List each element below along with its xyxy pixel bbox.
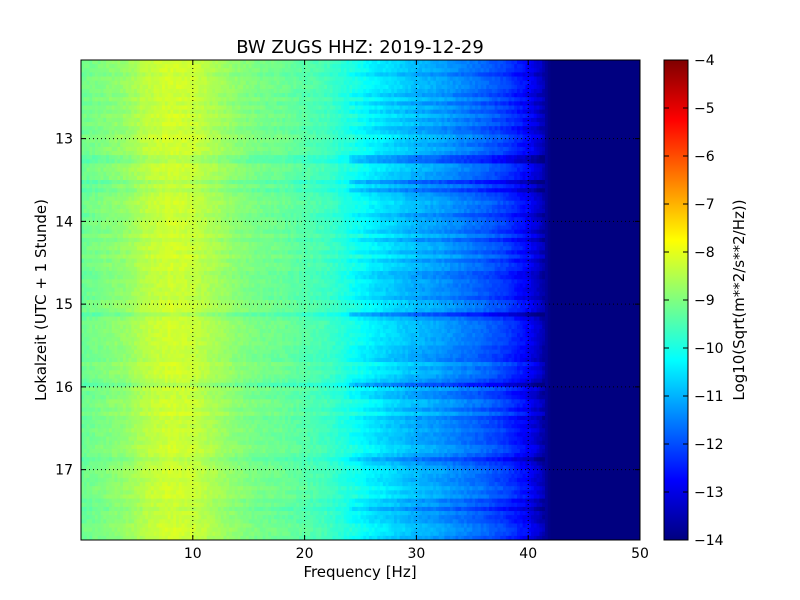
heatmap-cells [81,60,641,541]
chart-title: BW ZUGS HHZ: 2019-12-29 [236,37,484,58]
